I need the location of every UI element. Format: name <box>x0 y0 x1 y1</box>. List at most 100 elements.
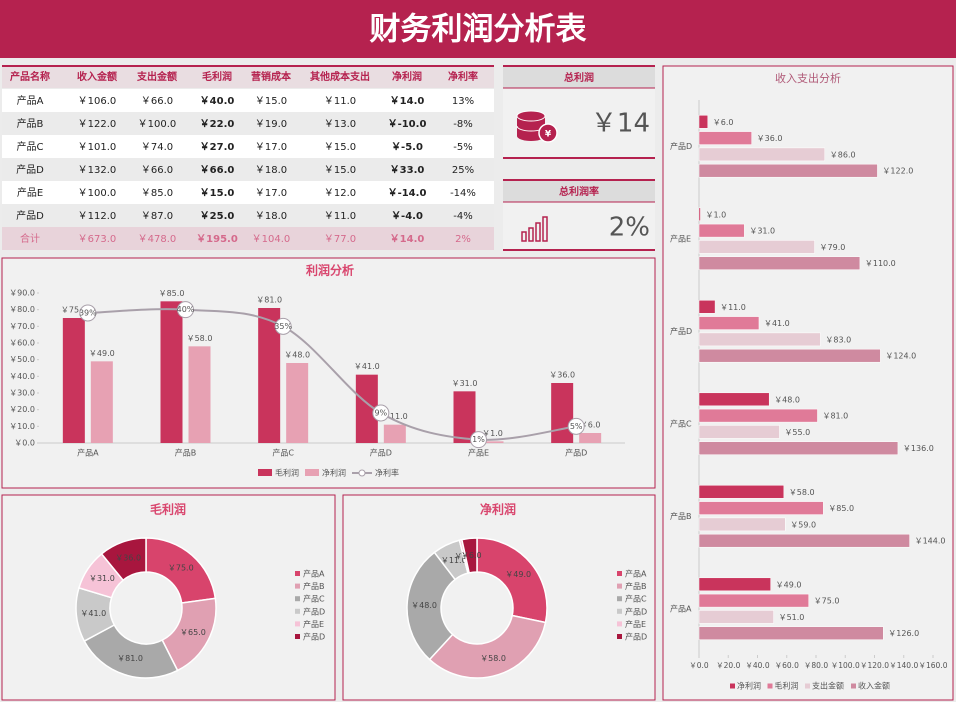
table-cell: ￥15.0 <box>255 96 287 107</box>
kpi-value: 2% <box>609 213 650 243</box>
x-tick-label: ￥160.0 <box>919 661 948 670</box>
table-cell: ￥100.0 <box>138 119 177 130</box>
bar <box>698 392 770 407</box>
table-cell: ￥85.0 <box>141 188 173 199</box>
bar <box>453 391 476 443</box>
bar <box>698 300 716 314</box>
table-row-bg <box>2 204 494 227</box>
bar <box>698 408 818 423</box>
bar <box>698 425 780 439</box>
table-cell: ￥673.0 <box>78 234 117 245</box>
bar-label: ￥41.0 <box>354 362 380 371</box>
bar <box>698 501 824 515</box>
y-tick-label: ￥60.0 <box>9 339 35 348</box>
bar-label: ￥85.0 <box>159 289 185 298</box>
bar <box>551 383 574 443</box>
table-cell: -14% <box>450 188 476 199</box>
page-title: 财务利润分析表 <box>370 12 587 48</box>
y-tick-label: 产品D <box>670 141 692 151</box>
rate-label: 9% <box>374 409 387 418</box>
legend-label: 净利率 <box>375 468 399 478</box>
legend-swatch <box>617 634 622 639</box>
bar-label: ￥85.0 <box>828 504 854 513</box>
y-tick-label: 产品B <box>670 511 692 521</box>
svg-text:¥: ¥ <box>545 130 552 140</box>
legend-label: 产品C <box>303 594 325 604</box>
legend-swatch <box>358 469 366 477</box>
bar-label: ￥59.0 <box>790 520 816 529</box>
legend-label: 净利润 <box>322 468 346 478</box>
legend-label: 产品D <box>303 632 325 642</box>
table-cell: -8% <box>453 119 472 130</box>
table-cell: ￥17.0 <box>255 142 287 153</box>
coin-icon: ¥ <box>516 110 558 143</box>
table-cell: ￥104.0 <box>252 234 291 245</box>
y-tick-label: ￥50.0 <box>9 355 35 364</box>
slice-label: ￥1.0 <box>454 552 475 561</box>
bar <box>698 131 752 145</box>
table-cell: ￥18.0 <box>255 211 287 222</box>
bar-label: ￥49.0 <box>89 349 115 358</box>
slice-label: ￥58.0 <box>480 654 506 663</box>
legend-swatch <box>295 596 300 602</box>
table-cell: ￥-4.0 <box>391 211 423 222</box>
legend-label: 产品B <box>303 581 325 591</box>
x-tick-label: 产品C <box>272 448 294 458</box>
kpi-value: ￥14 <box>591 109 650 139</box>
table-cell: ￥132.0 <box>78 165 117 176</box>
y-tick-label: ￥80.0 <box>9 305 35 314</box>
legend-swatch <box>617 571 622 576</box>
table-cell: ￥-5.0 <box>391 142 423 153</box>
table-cell: ￥14.0 <box>390 96 425 107</box>
legend-swatch <box>258 469 272 476</box>
x-tick-label: ￥60.0 <box>775 661 799 670</box>
legend-label: 产品E <box>303 619 324 629</box>
bar-label: ￥75.0 <box>61 306 87 315</box>
bar-label: ￥126.0 <box>888 629 919 638</box>
bar-label: ￥122.0 <box>882 167 913 176</box>
kpi-label: 总利润 <box>564 71 594 84</box>
kpi-header <box>503 66 655 88</box>
kpi-header <box>503 180 655 202</box>
table-cell: ￥101.0 <box>78 142 117 153</box>
legend-label: 产品D <box>303 606 325 616</box>
bar-label: ￥31.0 <box>749 227 775 236</box>
legend-swatch <box>617 583 622 589</box>
slice-label: ￥65.0 <box>180 628 206 637</box>
kpi-label: 总利润率 <box>559 185 599 198</box>
table-cell: ￥14.0 <box>390 234 425 245</box>
bar <box>579 433 602 443</box>
bar-label: ￥124.0 <box>885 352 916 361</box>
y-tick-label: ￥90.0 <box>9 289 35 298</box>
bar <box>698 441 899 455</box>
table-cell: ￥100.0 <box>78 188 117 199</box>
table-header-bg <box>2 66 494 88</box>
legend-label: 产品E <box>625 619 646 629</box>
bar-label: ￥51.0 <box>779 613 805 622</box>
rate-marker <box>79 304 97 322</box>
legend-swatch <box>295 583 300 589</box>
bar <box>258 308 281 443</box>
y-tick-label: ￥20.0 <box>9 405 35 414</box>
table-cell: ￥122.0 <box>78 119 117 130</box>
bar <box>698 147 826 162</box>
bar-label: ￥86.0 <box>830 150 856 159</box>
bar-label: ￥6.0 <box>713 118 734 127</box>
table-cell: ￥87.0 <box>141 211 173 222</box>
table-header: 净利润 <box>392 70 422 83</box>
legend-swatch <box>295 634 300 639</box>
table-cell: ￥77.0 <box>324 234 356 245</box>
bar <box>698 610 774 624</box>
bar-label: ￥11.0 <box>382 412 408 421</box>
table-cell: 合计 <box>20 232 40 245</box>
bar <box>698 485 785 499</box>
table-cell: ￥33.0 <box>390 165 425 176</box>
bar-label: ￥1.0 <box>482 429 503 438</box>
rate-label: 35% <box>274 322 292 331</box>
table-header: 支出金额 <box>136 70 177 83</box>
donut-slice <box>460 537 478 574</box>
legend-label: 收入金额 <box>858 681 890 691</box>
table-row-bg <box>2 89 494 112</box>
rate-marker <box>177 301 194 319</box>
